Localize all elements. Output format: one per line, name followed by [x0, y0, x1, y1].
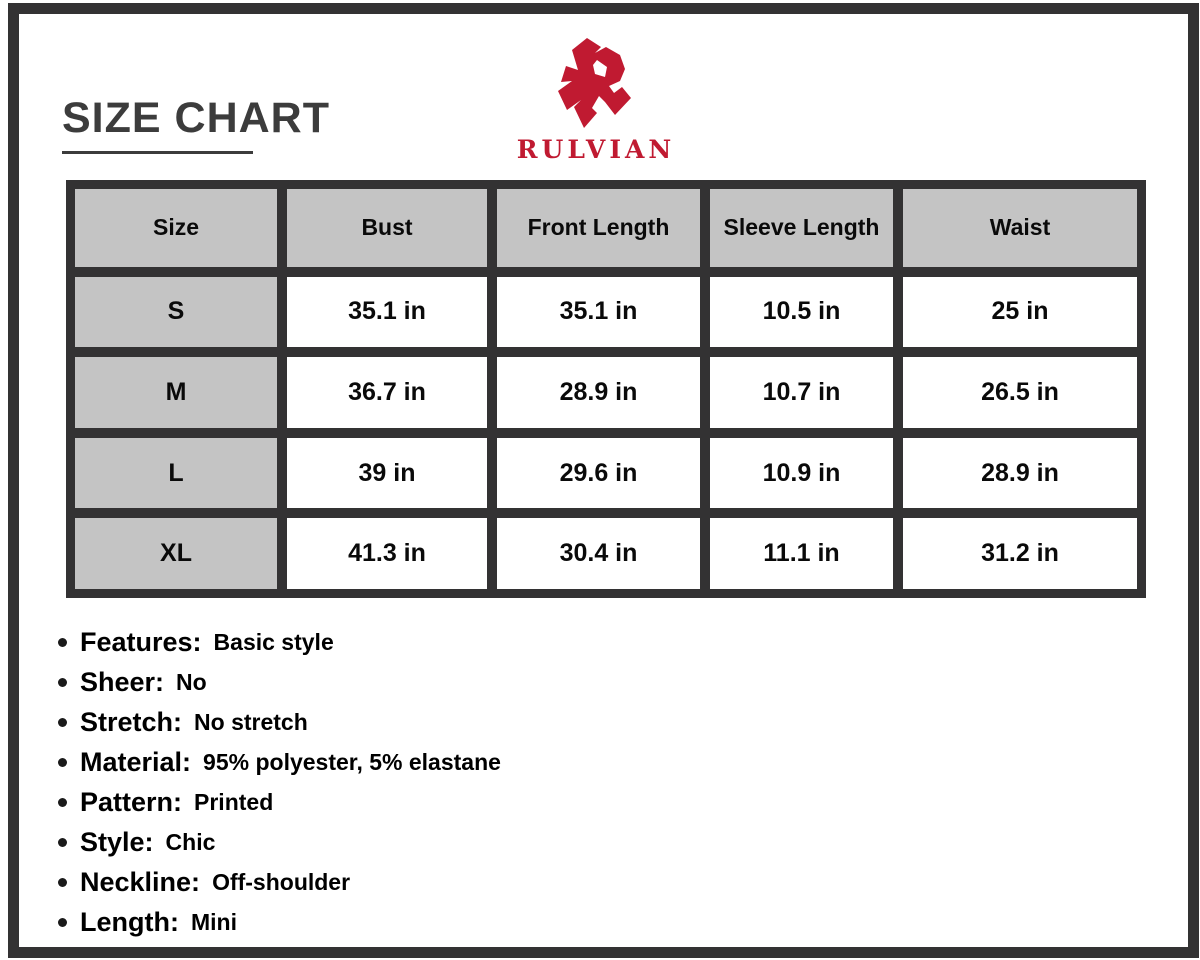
brand-name: RULVIAN: [516, 135, 676, 164]
item-label: Length:: [80, 906, 179, 937]
size-cell: S: [75, 276, 277, 348]
bullet-icon: [58, 877, 67, 887]
list-item: Features: Basic style: [58, 622, 501, 662]
list-item: Length: Mini: [58, 902, 501, 942]
list-item: Material: 95% polyester, 5% elastane: [58, 742, 501, 782]
value-cell: 41.3 in: [287, 518, 487, 589]
value-cell: 26.5 in: [903, 357, 1137, 428]
size-cell: M: [75, 357, 277, 428]
list-item: Neckline: Off-shoulder: [58, 862, 501, 902]
item-value: No: [176, 668, 207, 695]
value-cell: 29.6 in: [497, 437, 700, 509]
value-cell: 11.1 in: [710, 518, 893, 589]
item-value: Off-shoulder: [212, 868, 351, 895]
bullet-icon: [58, 637, 67, 647]
size-chart-table: Size Bust Front Length Sleeve Length Wai…: [66, 180, 1146, 598]
item-label: Material:: [80, 746, 192, 777]
value-cell: 10.7 in: [710, 357, 893, 428]
value-cell: 36.7 in: [287, 357, 487, 428]
bullet-icon: [58, 917, 67, 927]
list-item: Sheer: No: [58, 662, 501, 702]
bullet-icon: [58, 677, 67, 687]
list-item: Stretch: No stretch: [58, 702, 501, 742]
item-value: Printed: [194, 788, 274, 815]
value-cell: 10.5 in: [710, 276, 893, 348]
item-label: Style:: [80, 826, 154, 857]
value-cell: 28.9 in: [903, 437, 1137, 509]
item-value: 95% polyester, 5% elastane: [203, 748, 501, 775]
details-list: Features: Basic style Sheer: No Stretch:…: [58, 622, 501, 942]
size-cell: XL: [75, 518, 277, 589]
bullet-icon: [58, 797, 67, 807]
value-cell: 35.1 in: [287, 276, 487, 348]
brand-logo: RULVIAN: [496, 38, 696, 164]
column-header-size: Size: [75, 189, 277, 267]
item-value: Basic style: [213, 628, 334, 655]
rulvian-r-icon: [496, 38, 696, 130]
column-header-bust: Bust: [287, 189, 487, 267]
item-label: Neckline:: [80, 866, 201, 897]
list-item: Style: Chic: [58, 822, 501, 862]
value-cell: 28.9 in: [497, 357, 700, 428]
size-cell: L: [75, 437, 277, 509]
value-cell: 39 in: [287, 437, 487, 509]
column-header-front-length: Front Length: [497, 189, 700, 267]
bullet-icon: [58, 757, 67, 767]
value-cell: 30.4 in: [497, 518, 700, 589]
column-header-sleeve-length: Sleeve Length: [710, 189, 893, 267]
value-cell: 31.2 in: [903, 518, 1137, 589]
column-header-waist: Waist: [903, 189, 1137, 267]
bullet-icon: [58, 837, 67, 847]
item-label: Stretch:: [80, 706, 183, 737]
item-value: Mini: [190, 908, 237, 935]
item-label: Pattern:: [80, 786, 183, 817]
page-title: SIZE CHART: [62, 94, 330, 142]
item-value: Chic: [165, 828, 216, 855]
value-cell: 10.9 in: [710, 437, 893, 509]
title-underline: [62, 151, 253, 154]
value-cell: 25 in: [903, 276, 1137, 348]
item-label: Features:: [80, 626, 202, 657]
item-label: Sheer:: [80, 666, 165, 697]
item-value: No stretch: [194, 708, 308, 735]
value-cell: 35.1 in: [497, 276, 700, 348]
list-item: Pattern: Printed: [58, 782, 501, 822]
bullet-icon: [58, 717, 67, 727]
